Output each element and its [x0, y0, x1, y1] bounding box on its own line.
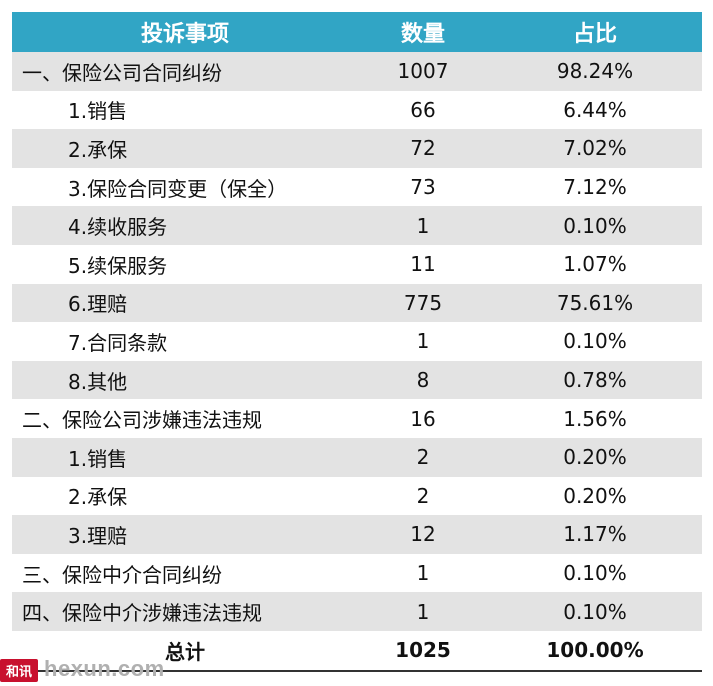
table-row: 一、保险公司合同纠纷 1007 98.24% [12, 52, 702, 91]
row-count: 1 [416, 329, 430, 354]
watermark: 和讯 hexun.com [0, 656, 165, 682]
table-row: 三、保险中介合同纠纷 1 0.10% [12, 553, 702, 593]
row-count: 2 [416, 445, 430, 470]
row-percent: 98.24% [556, 59, 634, 84]
table-row: 3.理赔 12 1.17% [12, 515, 702, 554]
row-label: 6.理赔 [68, 292, 128, 317]
row-label: 1.销售 [68, 446, 128, 471]
row-percent: 0.10% [563, 213, 627, 238]
row-count: 1 [416, 213, 430, 238]
row-label: 2.承保 [68, 137, 128, 162]
table-row: 4.续收服务 1 0.10% [12, 206, 702, 245]
table-row: 四、保险中介涉嫌违法违规 1 0.10% [12, 592, 702, 631]
row-percent: 1.56% [563, 406, 627, 431]
row-label: 5.续保服务 [68, 253, 168, 278]
row-percent: 75.61% [556, 290, 634, 315]
row-label: 一、保险公司合同纠纷 [22, 60, 222, 85]
table-row: 7.合同条款 1 0.10% [12, 322, 702, 361]
row-percent: 7.02% [563, 136, 627, 161]
header-percent: 占比 [572, 22, 617, 47]
row-count: 11 [410, 252, 436, 277]
row-percent: 0.10% [563, 599, 627, 624]
table-row: 8.其他 8 0.78% [12, 360, 702, 400]
row-count: 2 [416, 483, 430, 508]
row-count: 73 [410, 175, 436, 200]
row-label: 8.其他 [68, 369, 128, 394]
row-percent: 0.20% [563, 445, 627, 470]
table-row: 1.销售 2 0.20% [12, 437, 702, 477]
row-label: 3.理赔 [68, 523, 128, 548]
row-label: 7.合同条款 [68, 330, 168, 355]
header-count: 数量 [400, 22, 445, 47]
table-header: 投诉事项 数量 占比 [12, 12, 702, 52]
table-row: 3.保险合同变更（保全） 73 7.12% [12, 167, 702, 207]
header-item: 投诉事项 [140, 22, 229, 47]
row-percent: 0.78% [563, 368, 627, 393]
row-count: 12 [410, 522, 436, 547]
row-count: 16 [410, 406, 436, 431]
hexun-logo: 和讯 [0, 659, 39, 682]
row-label: 4.续收服务 [68, 215, 168, 240]
row-label: 3.保险合同变更（保全） [68, 176, 288, 201]
row-count: 1 [416, 599, 430, 624]
table-row: 5.续保服务 11 1.07% [12, 244, 702, 284]
row-label: 二、保险公司涉嫌违法违规 [22, 408, 262, 433]
row-label: 四、保险中介涉嫌违法违规 [22, 601, 262, 626]
total-row: 总计 1025 100.00% [12, 630, 702, 672]
row-label: 2.承保 [68, 485, 128, 510]
total-percent: 100.00% [546, 638, 644, 663]
row-count: 775 [403, 290, 443, 315]
row-percent: 1.07% [563, 252, 627, 277]
row-percent: 0.10% [563, 561, 627, 586]
row-label: 1.销售 [68, 99, 128, 124]
table-row: 二、保险公司涉嫌违法违规 16 1.56% [12, 399, 702, 438]
table-row: 1.销售 66 6.44% [12, 90, 702, 130]
total-label: 总计 [165, 639, 205, 664]
row-percent: 0.20% [563, 483, 627, 508]
row-percent: 1.17% [563, 522, 627, 547]
complaints-table: 投诉事项 数量 占比 一、保险公司合同纠纷 1007 98.24% 1.销售 66 6.4… [12, 12, 702, 672]
table-row: 2.承保 2 0.20% [12, 476, 702, 516]
row-count: 8 [416, 368, 430, 393]
row-count: 72 [410, 136, 436, 161]
table-row: 6.理赔 775 75.61% [12, 283, 702, 323]
watermark-text: hexun.com [44, 656, 165, 681]
row-percent: 0.10% [563, 329, 627, 354]
row-count: 1007 [397, 59, 449, 84]
row-count: 1 [416, 561, 430, 586]
row-percent: 7.12% [563, 175, 627, 200]
row-count: 66 [410, 97, 436, 122]
row-percent: 6.44% [563, 97, 627, 122]
total-count: 1025 [395, 638, 451, 663]
table-row: 2.承保 72 7.02% [12, 129, 702, 168]
row-label: 三、保险中介合同纠纷 [22, 562, 222, 587]
